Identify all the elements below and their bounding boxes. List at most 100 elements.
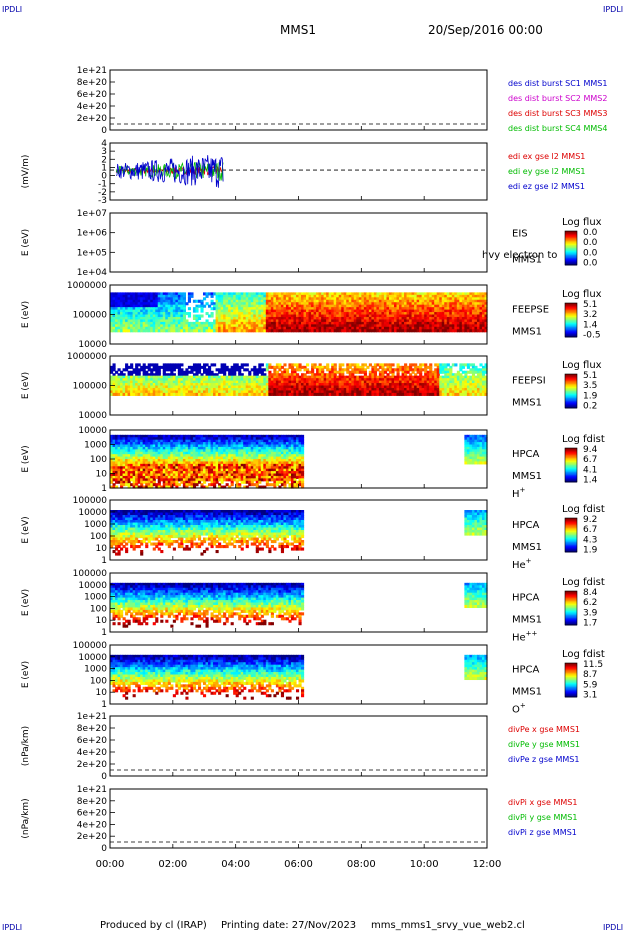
panel-frame [109, 212, 488, 273]
colorbar [564, 230, 578, 266]
species-label: O+ [512, 702, 526, 716]
spectrogram-hpca_hepp [110, 582, 488, 628]
ytick-label: 1000 [84, 593, 107, 603]
spacecraft-name: MMS1 [512, 542, 542, 553]
colorbar-title: Log fdist [562, 434, 605, 445]
ytick-label: 10 [96, 616, 108, 626]
legend-entry: des dist burst SC3 MMS3 [508, 109, 607, 118]
ytick-label: 10 [96, 470, 108, 480]
panel-feepse: 1000000 100000 10000 E (eV) FEEPSE MMS1 Log fl… [21, 281, 602, 350]
ytick-label: -1 [98, 180, 107, 190]
spacecraft-title: MMS1 [280, 23, 316, 37]
instrument-name: HPCA [512, 665, 540, 676]
y-axis-label: (nPa/km) [21, 798, 31, 838]
corner-label-top-right: IPDLI [603, 5, 624, 14]
legend-entry: des dist burst SC1 MMS1 [508, 79, 607, 88]
ytick-label: 1 [101, 163, 107, 173]
ytick-label: 100 [90, 604, 107, 614]
y-axis-label: E (eV) [21, 372, 31, 399]
ytick-label: 8e+20 [77, 78, 108, 88]
colorbar-tick: 3.5 [583, 381, 597, 391]
ytick-label: 100000 [73, 311, 108, 321]
ytick-label: 0 [101, 844, 107, 854]
colorbar-title: Log flux [562, 360, 602, 371]
colorbar-title: Log flux [562, 289, 602, 300]
y-axis-label: E (eV) [21, 445, 31, 472]
legend-entry: divPi x gse MMS1 [508, 798, 577, 807]
colorbar-title: Log flux [562, 217, 602, 228]
ytick-label: 10000 [78, 653, 107, 663]
instrument-name: FEEPSI [512, 376, 546, 387]
panel-frame [109, 788, 488, 849]
ytick-label: 1e+04 [77, 268, 108, 278]
ytick-label: 2e+20 [77, 114, 108, 124]
ytick-label: 8e+20 [77, 797, 108, 807]
y-axis-label: (nPa/km) [21, 726, 31, 766]
ytick-label: 10 [96, 544, 108, 554]
corner-label-bottom-right: IPDLI [603, 923, 624, 932]
ytick-label: 100 [90, 532, 107, 542]
instrument-name: FEEPSE [512, 305, 549, 316]
footer-producer: Produced by cl (IRAP) [100, 920, 207, 931]
legend-entry: edi ey gse l2 MMS1 [508, 167, 586, 176]
ytick-label: -3 [98, 196, 107, 206]
legend-entry: divPe z gse MMS1 [508, 755, 579, 764]
panel-feepsi: 1000000 100000 10000 E (eV) FEEPSI MMS1 Log fl… [21, 352, 602, 421]
ytick-label: 10000 [78, 411, 107, 421]
series-edi-2 [116, 155, 224, 188]
ytick-label: 4e+20 [77, 748, 108, 758]
spectrogram-hpca_he [110, 510, 488, 556]
ytick-label: 1000000 [67, 281, 107, 291]
xtick-label: 12:00 [473, 859, 502, 870]
spacecraft-name: MMS1 [512, 615, 542, 626]
colorbar-tick: 9.4 [583, 445, 598, 455]
ytick-label: 1 [101, 628, 107, 638]
colorbar-tick: 0.0 [583, 248, 598, 258]
species-label: He+ [512, 557, 532, 571]
colorbar-title: Log fdist [562, 577, 605, 588]
colorbar-tick: 1.9 [583, 391, 598, 401]
spacecraft-name: MMS1 [512, 687, 542, 698]
colorbar [564, 590, 578, 626]
overlay-text: hvy electron to [482, 250, 557, 261]
colorbar [564, 662, 578, 698]
ytick-label: 6e+20 [77, 90, 108, 100]
colorbar-tick: 0.0 [583, 259, 598, 269]
ytick-label: 4 [101, 139, 107, 149]
ytick-label: 1 [101, 556, 107, 566]
footer-script: mms_mms1_srvy_vue_web2.cl [371, 920, 525, 931]
colorbar-tick: 1.9 [583, 546, 598, 556]
legend-entry: divPi z gse MMS1 [508, 828, 577, 837]
ytick-label: 1e+21 [77, 785, 107, 795]
colorbar-tick: 1.4 [583, 476, 598, 486]
ytick-label: 1e+21 [77, 712, 107, 722]
colorbar-tick: 0.0 [583, 228, 598, 238]
colorbar-tick: 3.2 [583, 310, 597, 320]
ytick-label: 1 [101, 484, 107, 494]
ytick-label: 100000 [73, 496, 108, 506]
footer-printing-date: Printing date: 27/Nov/2023 [221, 920, 357, 931]
colorbar [564, 373, 578, 409]
legend-entry: divPi y gse MMS1 [508, 813, 577, 822]
xtick-label: 00:00 [96, 859, 125, 870]
ytick-label: 100 [90, 455, 107, 465]
spectrogram-feepsi [110, 363, 488, 396]
colorbar-title: Log fdist [562, 504, 605, 515]
ytick-label: 1000 [84, 665, 107, 675]
ytick-label: 100000 [73, 641, 108, 651]
species-label: H+ [512, 486, 526, 500]
xtick-label: 08:00 [347, 859, 376, 870]
ytick-label: 2e+20 [77, 832, 108, 842]
legend-entry: edi ex gse l2 MMS1 [508, 152, 585, 161]
ytick-label: 1000 [84, 520, 107, 530]
instrument-name: HPCA [512, 593, 540, 604]
colorbar-tick: 6.2 [583, 598, 597, 608]
colorbar-tick: 4.1 [583, 465, 597, 475]
spacecraft-name: MMS1 [512, 398, 542, 409]
colorbar-tick: 0.2 [583, 402, 597, 412]
